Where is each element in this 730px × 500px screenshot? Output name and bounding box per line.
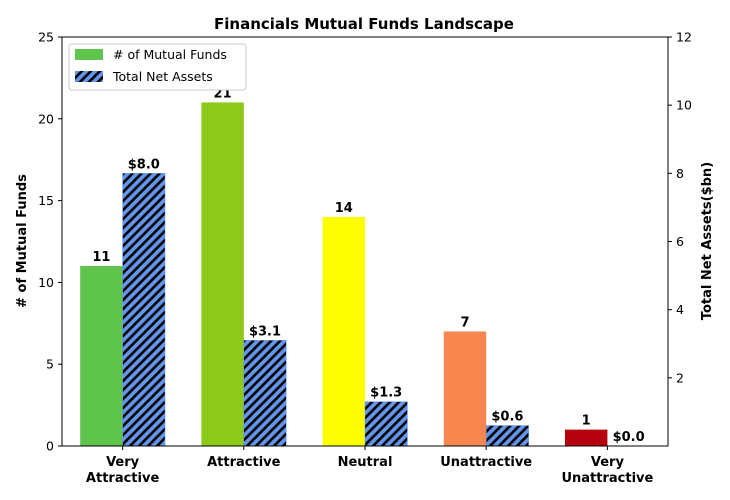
bar-net-assets bbox=[485, 425, 529, 447]
y-axis-right-tick-label: 10 bbox=[676, 98, 692, 113]
bar-mutual-funds bbox=[443, 331, 487, 446]
x-axis-tick-label: Neutral bbox=[338, 455, 393, 470]
legend-label-net-assets: Total Net Assets bbox=[112, 69, 213, 84]
y-axis-left-tick-label: 15 bbox=[38, 193, 54, 208]
y-axis-right-label: Total Net Assets($bn) bbox=[700, 162, 715, 320]
y-axis-left-tick-label: 0 bbox=[46, 439, 54, 454]
y-axis-left-tick-label: 25 bbox=[38, 30, 54, 45]
bar-mutual-funds bbox=[80, 266, 123, 446]
x-axis-tick-label: Unattractive bbox=[561, 471, 653, 486]
data-label-net-assets: $0.6 bbox=[491, 410, 523, 425]
data-label-mutual-funds: 7 bbox=[460, 315, 469, 330]
legend-box bbox=[68, 43, 247, 91]
data-label-net-assets: $3.1 bbox=[249, 324, 281, 339]
x-axis-tick-label: Attractive bbox=[207, 455, 281, 470]
bar-net-assets bbox=[243, 340, 287, 447]
data-label-net-assets: $8.0 bbox=[128, 157, 160, 172]
y-axis-left-label: # of Mutual Funds bbox=[15, 174, 30, 308]
bar-mutual-funds bbox=[564, 429, 608, 446]
legend: # of Mutual Funds Total Net Assets bbox=[68, 43, 247, 91]
data-label-net-assets: $1.3 bbox=[370, 386, 402, 401]
bar-net-assets bbox=[364, 401, 408, 447]
bar-mutual-funds bbox=[322, 216, 365, 446]
y-axis-left-tick-label: 5 bbox=[46, 357, 54, 372]
x-axis-tick-label: Very bbox=[591, 455, 625, 470]
x-axis-tick-label: Very bbox=[106, 455, 140, 470]
y-axis-left-tick-label: 20 bbox=[38, 111, 54, 126]
data-label-net-assets: $0.0 bbox=[613, 430, 645, 445]
y-axis-right-tick-label: 12 bbox=[676, 30, 692, 45]
legend-swatch-mutual-funds bbox=[75, 49, 103, 60]
y-axis-right-tick-label: 2 bbox=[676, 370, 684, 385]
data-labels-group: 11$8.021$3.114$1.37$0.6 1$0.0 bbox=[92, 86, 644, 445]
data-label-mutual-funds: 1 bbox=[582, 414, 591, 429]
bar-mutual-funds bbox=[201, 102, 244, 446]
chart-title: Financials Mutual Funds Landscape bbox=[214, 15, 514, 33]
bar-net-assets bbox=[122, 173, 166, 447]
x-axis-tick-label: Unattractive bbox=[440, 455, 532, 470]
legend-label-mutual-funds: # of Mutual Funds bbox=[113, 47, 227, 62]
y-axis-right-tick-label: 8 bbox=[676, 166, 684, 181]
data-label-mutual-funds: 11 bbox=[92, 250, 110, 265]
x-axis-tick-label: Attractive bbox=[86, 471, 160, 486]
bars-group bbox=[80, 102, 608, 447]
y-axis-right-tick-label: 6 bbox=[676, 234, 684, 249]
y-axis-right-tick-label: 4 bbox=[676, 302, 684, 317]
y-axis-left-tick-label: 10 bbox=[38, 275, 54, 290]
legend-swatch-net-assets bbox=[75, 71, 103, 82]
data-label-mutual-funds: 14 bbox=[335, 201, 353, 216]
